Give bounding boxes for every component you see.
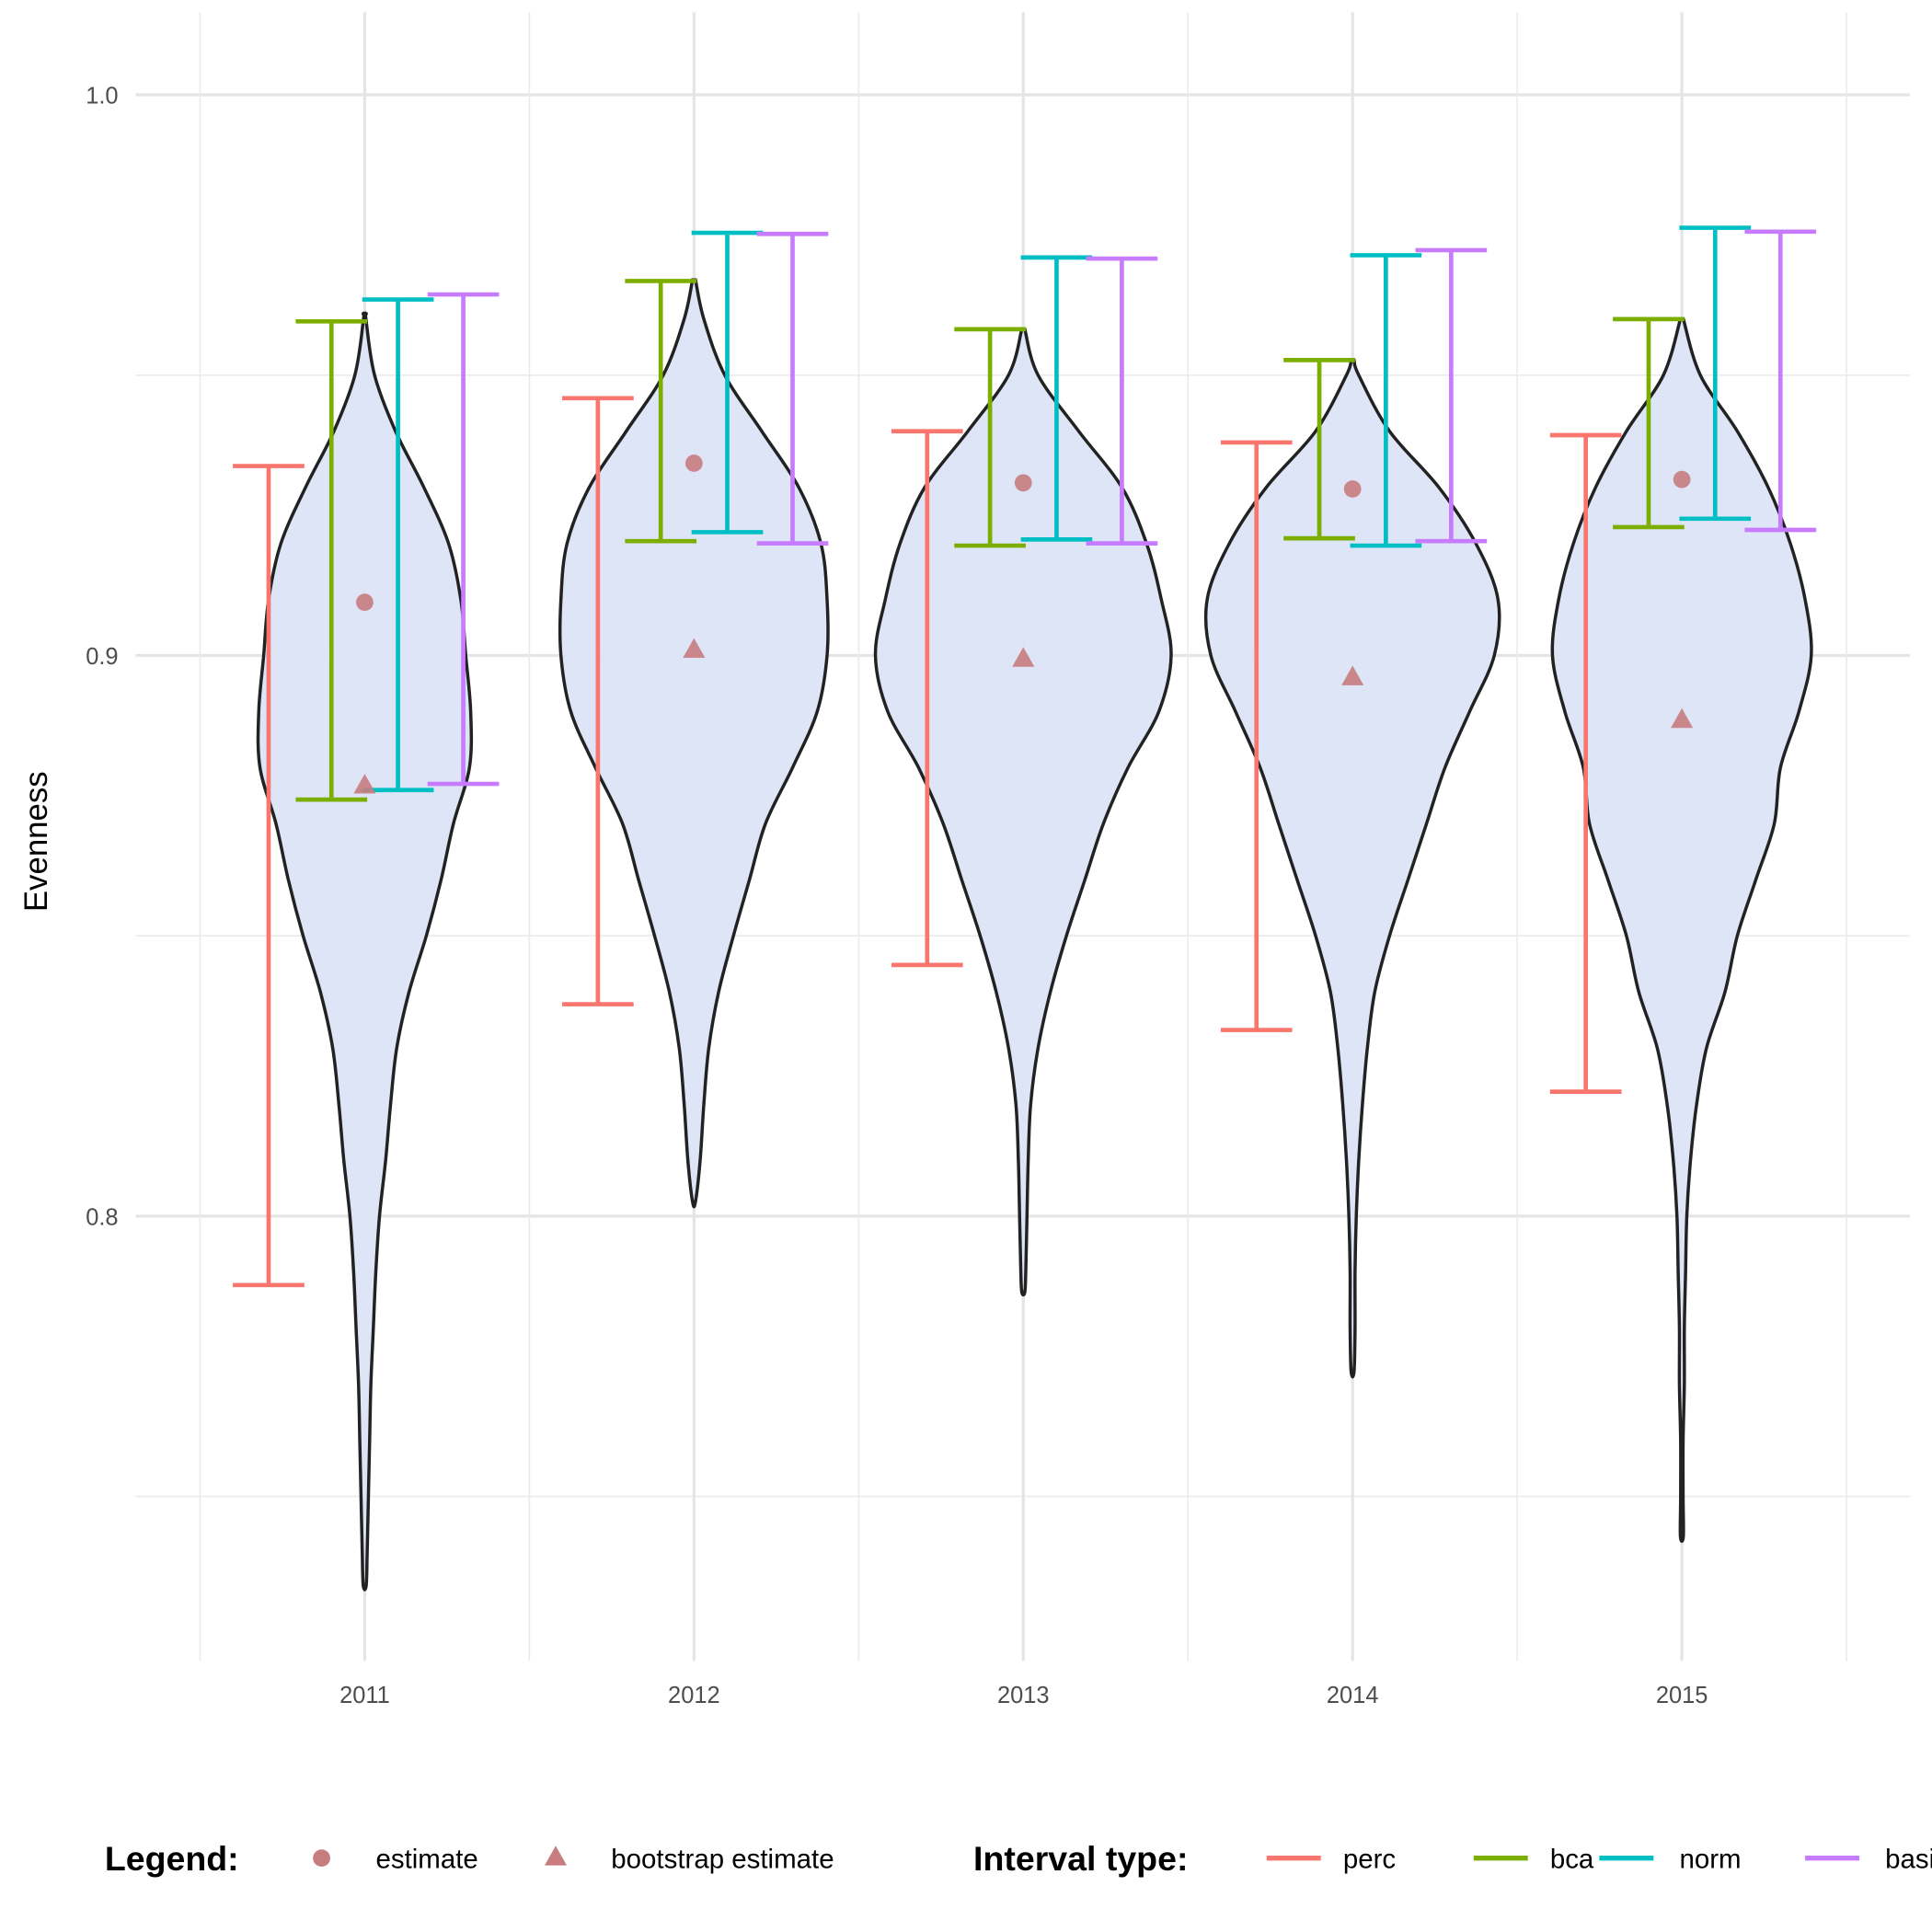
- violin-2011: [256, 311, 474, 1592]
- interval-bars: [233, 225, 1817, 1288]
- bca-interval-2013: [954, 327, 1026, 548]
- estimate-point-2015: [1673, 470, 1691, 489]
- violin-2015: [1550, 317, 1813, 1543]
- norm-interval-2011: [362, 297, 434, 793]
- bca-interval-2015: [1613, 316, 1685, 530]
- violins: [256, 278, 1813, 1592]
- x-tick-label: 2015: [1656, 1683, 1708, 1708]
- bca-interval-2012: [625, 279, 697, 544]
- y-axis-ticks: 0.8 0.9 1.0: [86, 84, 118, 1231]
- legend-title: Legend:: [105, 1839, 239, 1878]
- legend-bca-label: bca: [1550, 1844, 1594, 1874]
- violin-2013: [873, 328, 1173, 1297]
- legend-estimate-label: estimate: [375, 1844, 477, 1874]
- estimate-legend-key: [313, 1849, 330, 1868]
- perc-interval-2013: [891, 429, 963, 968]
- perc-interval-2014: [1220, 440, 1293, 1032]
- interval-legend-title: Interval type:: [973, 1839, 1188, 1878]
- basic-interval-2014: [1415, 247, 1488, 544]
- violin-2014: [1203, 358, 1501, 1379]
- bootstrap-legend-key: [544, 1846, 568, 1866]
- estimate-point-2013: [1014, 474, 1032, 492]
- basic-interval-2013: [1086, 256, 1158, 546]
- y-tick-label: 0.9: [86, 644, 118, 670]
- bootstrap-point-2013: [1012, 647, 1035, 667]
- legend-basic-label: basic: [1885, 1844, 1932, 1874]
- y-axis-label: Evenness: [18, 771, 54, 912]
- x-tick-label: 2013: [997, 1683, 1050, 1708]
- norm-interval-2014: [1350, 253, 1422, 548]
- norm-interval-2015: [1679, 225, 1752, 522]
- y-tick-label: 1.0: [86, 84, 118, 109]
- legend-bootstrap-label: bootstrap estimate: [611, 1844, 834, 1874]
- x-tick-label: 2014: [1327, 1683, 1379, 1708]
- legend: Legend: estimate bootstrap estimate Inte…: [105, 1839, 1932, 1878]
- norm-interval-2013: [1020, 255, 1093, 542]
- estimate-point-2012: [684, 454, 703, 472]
- bootstrap-point-2011: [353, 774, 376, 794]
- bootstrap-point-2015: [1671, 707, 1694, 729]
- norm-interval-2012: [691, 230, 764, 535]
- x-axis-ticks: 2011 2012 2013 2014 2015: [339, 1683, 1708, 1708]
- estimate-point-2011: [356, 593, 374, 611]
- perc-interval-2015: [1549, 432, 1622, 1094]
- estimate-point-2014: [1343, 480, 1362, 498]
- legend-norm-label: norm: [1679, 1844, 1741, 1874]
- perc-interval-2012: [562, 396, 634, 1006]
- violin-2012: [558, 278, 830, 1209]
- x-tick-label: 2011: [339, 1683, 390, 1708]
- basic-interval-2015: [1744, 229, 1817, 533]
- basic-interval-2012: [756, 231, 829, 546]
- bca-interval-2014: [1283, 358, 1355, 541]
- bootstrap-point-2014: [1341, 665, 1364, 685]
- x-tick-label: 2012: [668, 1683, 720, 1708]
- bootstrap-point-2012: [683, 638, 706, 659]
- perc-interval-2011: [233, 464, 305, 1288]
- y-tick-label: 0.8: [86, 1204, 118, 1230]
- legend-perc-label: perc: [1343, 1844, 1396, 1874]
- basic-interval-2011: [427, 292, 500, 787]
- bca-interval-2011: [295, 318, 368, 802]
- points: [353, 454, 1694, 794]
